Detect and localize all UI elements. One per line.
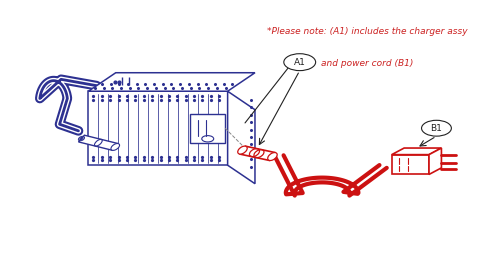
Polygon shape <box>392 155 429 174</box>
Polygon shape <box>78 135 118 150</box>
Polygon shape <box>190 114 225 143</box>
Ellipse shape <box>111 143 120 150</box>
Polygon shape <box>88 73 255 91</box>
Polygon shape <box>240 146 276 160</box>
Polygon shape <box>392 148 442 155</box>
Polygon shape <box>429 148 442 174</box>
Text: and power cord (B1): and power cord (B1) <box>320 59 413 68</box>
Polygon shape <box>88 91 228 165</box>
Text: B1: B1 <box>430 124 442 133</box>
Circle shape <box>422 120 452 136</box>
Circle shape <box>284 54 316 70</box>
Polygon shape <box>228 91 255 184</box>
Text: A1: A1 <box>294 58 306 67</box>
Ellipse shape <box>268 152 277 160</box>
Ellipse shape <box>238 146 247 154</box>
Text: *Please note: (A1) includes the charger assy: *Please note: (A1) includes the charger … <box>266 27 467 36</box>
